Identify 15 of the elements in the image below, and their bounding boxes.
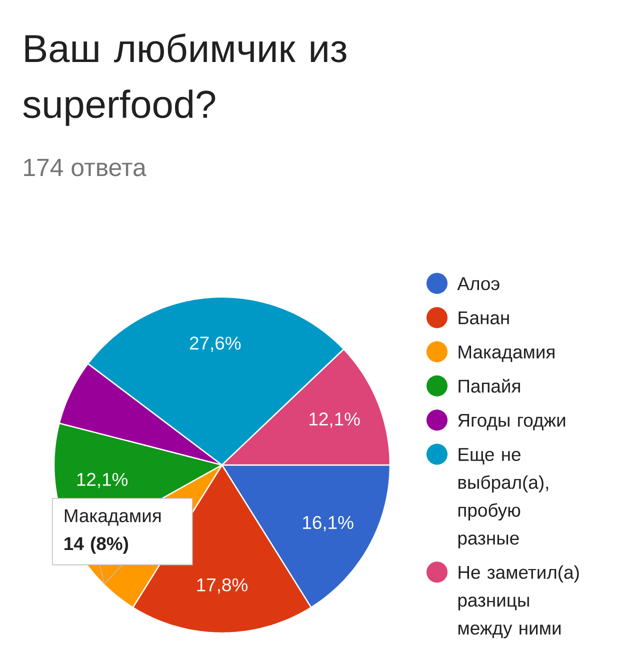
data-label: 12,1% [310, 412, 360, 428]
legend-label: Банан [458, 311, 509, 324]
legend-label: Не заметил(а) разницы между ними [458, 565, 579, 638]
legend-label: Еще не выбрал(а), пробую разные [458, 448, 548, 548]
legend-label: Макадамия [458, 346, 554, 362]
data-label: 16,1% [303, 516, 354, 532]
data-label: 12,1% [77, 472, 128, 488]
chart-subtitle: 174 ответа [24, 158, 146, 176]
legend-label: Ягоды годжи [458, 414, 566, 430]
legend-label: Папайя [458, 378, 520, 393]
data-label: 17,8% [197, 578, 248, 594]
text: Макадамия 14 (8%) [64, 509, 161, 554]
chart-title: Ваш любимчик из superfood? [23, 33, 346, 126]
legend-label: Алоэ [457, 277, 500, 290]
data-label: 27,6% [190, 336, 241, 352]
